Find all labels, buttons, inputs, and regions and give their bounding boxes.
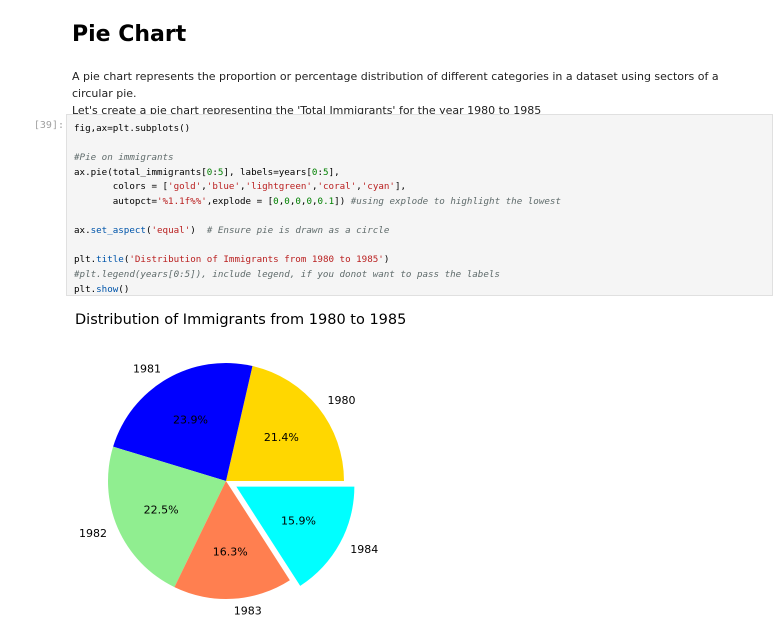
- code-token: ,: [311, 181, 318, 193]
- code-token: (): [118, 283, 130, 295]
- code-line: [74, 239, 772, 254]
- pie-percent-label: 21.4%: [264, 431, 299, 444]
- code-token: 0: [295, 195, 301, 207]
- code-token: 0: [284, 195, 290, 207]
- code-token: ,: [312, 195, 318, 207]
- code-token: 'cyan': [361, 181, 395, 193]
- cell-prompt: [39]:: [33, 120, 64, 131]
- code-token: 'blue': [206, 181, 240, 193]
- code-line: autopct='%1.1f%%',explode = [0,0,0,0,0.1…: [74, 195, 772, 210]
- code-token: 5: [217, 166, 224, 178]
- code-token: 'lightgreen': [245, 181, 312, 193]
- code-token: ax.: [74, 225, 91, 237]
- code-token: ,: [300, 195, 307, 207]
- code-token: ax.pie(total_immigrants[: [74, 166, 207, 178]
- pie-category-label: 1981: [133, 363, 161, 376]
- code-line: #Pie on immigrants: [74, 151, 772, 166]
- code-token: (: [123, 254, 130, 266]
- pie-slice-1983: [174, 481, 290, 599]
- pie-percent-label: 16.3%: [213, 546, 248, 559]
- code-token: (: [145, 225, 152, 237]
- pie-category-label: 1980: [328, 394, 356, 407]
- pie-category-label: 1982: [79, 527, 107, 540]
- markdown-text: A pie chart represents the proportion or…: [72, 68, 762, 119]
- code-token: :: [317, 166, 324, 178]
- code-token: ,: [278, 195, 285, 207]
- code-line: #plt.legend(years[0:5]), include legend,…: [74, 268, 772, 283]
- code-token: #using explode to highlight the lowest: [350, 195, 561, 207]
- code-line: [74, 210, 772, 225]
- code-token: 0: [206, 166, 213, 178]
- code-token: ], labels=years[: [223, 166, 312, 178]
- code-token: ]): [334, 195, 351, 207]
- code-token: # Ensure pie is drawn as a circle: [206, 225, 390, 237]
- pie-percent-label: 15.9%: [281, 515, 316, 528]
- pie-slice-1980: [226, 366, 344, 481]
- code-token: colors = [: [74, 181, 169, 193]
- code-token: plt.: [74, 283, 97, 295]
- code-token: #Pie on immigrants: [74, 152, 174, 164]
- code-token: '%1.1f%%': [156, 195, 207, 207]
- code-token: 'coral': [317, 181, 357, 193]
- pie-slice-1981: [113, 363, 253, 481]
- code-token: ,: [240, 181, 246, 193]
- code-line: [74, 137, 772, 152]
- code-line: fig,ax=plt.subplots(): [74, 122, 772, 137]
- code-token: :: [212, 166, 218, 178]
- code-token: ,explode = [: [206, 195, 274, 207]
- code-token: 0: [311, 166, 318, 178]
- code-token: title: [96, 254, 124, 266]
- code-cell-editor[interactable]: fig,ax=plt.subplots() #Pie on immigrants a…: [66, 114, 773, 296]
- code-token: 5: [323, 166, 329, 178]
- code-token: ): [383, 254, 390, 266]
- pie-percent-label: 23.9%: [173, 414, 208, 427]
- code-token: ],: [394, 181, 407, 193]
- markdown-title: Pie Chart: [72, 22, 187, 47]
- pie-category-label: 1983: [234, 605, 262, 618]
- pie-chart: Distribution of Immigrants from 1980 to …: [75, 312, 406, 618]
- code-token: 0.1: [317, 195, 335, 207]
- code-token: ],: [328, 166, 340, 178]
- code-token: 'Distribution of Immigrants from 1980 to…: [129, 254, 384, 266]
- pie-percent-label: 22.5%: [144, 503, 179, 516]
- code-token: 0: [273, 195, 279, 207]
- code-token: 'equal': [151, 225, 191, 237]
- code-token: ): [190, 225, 207, 237]
- pie-slice-1982: [108, 446, 226, 588]
- code-token: plt.: [74, 254, 97, 266]
- code-token: #plt.legend(years[0:5]), include legend,…: [74, 268, 500, 280]
- code-line: colors = ['gold','blue','lightgreen','co…: [74, 180, 772, 195]
- cell-output: Distribution of Immigrants from 1980 to …: [66, 300, 775, 634]
- markdown-paragraph: A pie chart represents the proportion or…: [72, 70, 719, 100]
- code-line: plt.title('Distribution of Immigrants fr…: [74, 253, 772, 268]
- code-token: ,: [356, 181, 362, 193]
- chart-title: Distribution of Immigrants from 1980 to …: [75, 312, 406, 328]
- code-token: 'gold': [168, 181, 202, 193]
- code-line: plt.show(): [74, 283, 772, 298]
- code-token: ,: [289, 195, 296, 207]
- code-token: 0: [306, 195, 312, 207]
- code-line: ax.pie(total_immigrants[0:5], labels=yea…: [74, 166, 772, 181]
- code-token: set_aspect: [90, 225, 146, 237]
- code-token: fig,ax=plt.subplots(): [74, 123, 191, 134]
- code-line: ax.set_aspect('equal') # Ensure pie is d…: [74, 224, 772, 239]
- code-token: autopct=: [74, 195, 157, 207]
- code-token: show: [96, 283, 119, 295]
- code-token: ,: [201, 181, 207, 193]
- markdown-paragraph: Let's create a pie chart representing th…: [72, 104, 542, 117]
- pie-slice-1984: [236, 486, 355, 586]
- pie-category-label: 1984: [350, 543, 378, 556]
